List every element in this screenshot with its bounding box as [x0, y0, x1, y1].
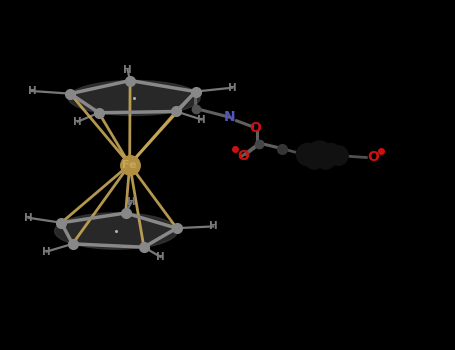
- Text: H: H: [228, 83, 237, 93]
- Text: H: H: [127, 197, 136, 207]
- Text: Fe: Fe: [122, 160, 137, 169]
- Text: H: H: [197, 114, 206, 125]
- Text: O: O: [367, 150, 379, 164]
- Text: H: H: [209, 222, 217, 231]
- Ellipse shape: [55, 213, 177, 249]
- Text: H: H: [123, 65, 132, 75]
- Ellipse shape: [68, 80, 200, 116]
- Text: H: H: [42, 247, 51, 257]
- Text: N: N: [224, 110, 236, 124]
- Text: H: H: [28, 86, 36, 96]
- Text: H: H: [156, 252, 165, 262]
- Text: O: O: [249, 121, 261, 135]
- Text: O: O: [238, 149, 249, 163]
- Text: H: H: [73, 117, 82, 127]
- Text: H: H: [24, 213, 33, 223]
